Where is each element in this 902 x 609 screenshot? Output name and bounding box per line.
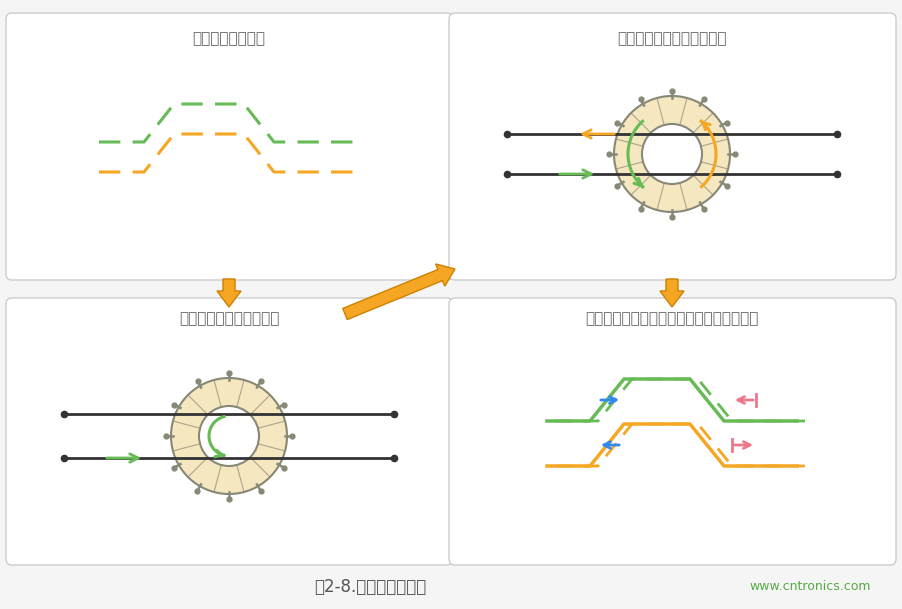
Circle shape: [614, 96, 730, 212]
Text: 其它线路生成的感应电动势: 其它线路生成的感应电动势: [617, 32, 727, 46]
Text: 波形上升（下降）: 波形上升（下降）: [192, 32, 265, 46]
FancyArrow shape: [660, 279, 684, 307]
FancyBboxPatch shape: [449, 298, 896, 565]
FancyBboxPatch shape: [6, 13, 453, 280]
Text: www.cntronics.com: www.cntronics.com: [750, 580, 870, 594]
FancyBboxPatch shape: [449, 13, 896, 280]
FancyArrow shape: [343, 264, 455, 320]
Text: 试图调整偏移的上升（下降）部分的时间。: 试图调整偏移的上升（下降）部分的时间。: [585, 311, 759, 326]
Circle shape: [171, 378, 287, 494]
Circle shape: [199, 406, 259, 466]
FancyBboxPatch shape: [6, 298, 453, 565]
Text: 铁氧体磁芯生成的磁通量: 铁氧体磁芯生成的磁通量: [179, 311, 280, 326]
Text: 图2-8.改善偏移的机制: 图2-8.改善偏移的机制: [314, 578, 426, 596]
FancyArrow shape: [217, 279, 241, 307]
Circle shape: [642, 124, 702, 184]
